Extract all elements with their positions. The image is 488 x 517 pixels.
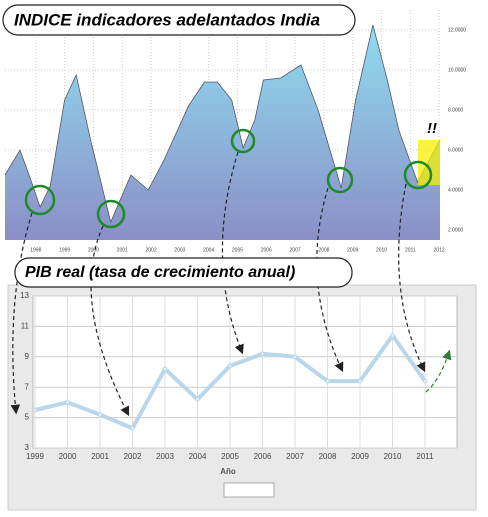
area-line [4, 24, 441, 224]
point [162, 366, 168, 372]
arrow [90, 225, 130, 417]
y-tick-label: 9 [25, 352, 30, 361]
point [65, 400, 70, 405]
y-tick-label: 10.0000 [448, 67, 466, 73]
highlight [418, 140, 440, 185]
point [195, 397, 200, 402]
arrows [10, 151, 452, 417]
circle [403, 160, 433, 190]
x-tick-label: 2009 [347, 247, 358, 253]
x-tick-label: 2010 [376, 247, 387, 253]
arrow [398, 183, 426, 373]
x-tick-label: 2012 [434, 247, 445, 253]
annotation: !! [427, 120, 437, 137]
x-tick-label: 2001 [91, 452, 109, 461]
y-tick-label: 5 [25, 413, 30, 422]
circle [24, 184, 56, 216]
x-tick-label: 2003 [156, 452, 174, 461]
x-tick-label: 2006 [261, 247, 272, 253]
point [422, 378, 428, 384]
x-tick-label: 2000 [59, 452, 77, 461]
y-tick-label: 8.0000 [448, 107, 464, 113]
x-tick-label: 2005 [232, 247, 243, 253]
circles [24, 128, 433, 229]
legend [223, 482, 275, 498]
y-tick-label: 12.0000 [448, 27, 466, 33]
x-tick-label: 2004 [189, 452, 207, 461]
x-axis-label: Año [220, 467, 236, 476]
x-tick-label: 2002 [145, 247, 156, 253]
x-tick-label: 2009 [351, 452, 369, 461]
x-tick-label: 2004 [203, 247, 214, 253]
x-tick-label: 2008 [318, 247, 329, 253]
point [227, 363, 233, 369]
point [32, 407, 38, 413]
x-tick-label: 2006 [254, 452, 272, 461]
area [5, 25, 440, 240]
point [390, 333, 395, 338]
y-tick-label: 2.0000 [448, 227, 464, 233]
circle [326, 166, 354, 194]
point [260, 351, 265, 357]
chart-title: INDICE indicadores adelantados India [14, 10, 320, 29]
x-tick-label: 2005 [221, 452, 239, 461]
x-tick-label: 2010 [384, 452, 402, 461]
x-tick-label: 2000 [88, 247, 99, 253]
arrow [425, 349, 452, 393]
point [97, 412, 103, 417]
x-tick-label: 2008 [319, 452, 337, 461]
x-tick-label: 2007 [290, 247, 301, 253]
x-tick-label: 1998 [30, 247, 41, 253]
y-tick-label: 6.0000 [448, 147, 464, 153]
chart-title: PIB real (tasa de crecimiento anual) [25, 264, 295, 281]
y-tick-label: 7 [25, 382, 30, 391]
point [130, 425, 135, 431]
plot-area [32, 295, 458, 449]
title-box [14, 257, 353, 288]
y-tick-label: 11 [21, 322, 30, 331]
arrow [221, 151, 244, 355]
x-tick-label: 1999 [26, 452, 44, 461]
point [325, 378, 330, 384]
x-tick-label: 2011 [416, 452, 434, 461]
title-box [2, 4, 356, 36]
y-tick-label: 13 [20, 291, 29, 300]
x-tick-label: 2001 [117, 247, 128, 253]
circle [230, 128, 256, 154]
x-tick-label: 2002 [124, 452, 142, 461]
y-tick-label: 3 [25, 443, 30, 452]
y-tick-label: 4.0000 [448, 187, 464, 193]
circle [96, 199, 126, 229]
x-tick-label: 2011 [405, 247, 416, 253]
point [357, 378, 363, 384]
x-tick-label: 2007 [286, 452, 304, 461]
x-tick-label: 1999 [59, 247, 70, 253]
arrow [10, 212, 33, 415]
point [292, 354, 298, 360]
x-tick-label: 2003 [174, 247, 185, 253]
